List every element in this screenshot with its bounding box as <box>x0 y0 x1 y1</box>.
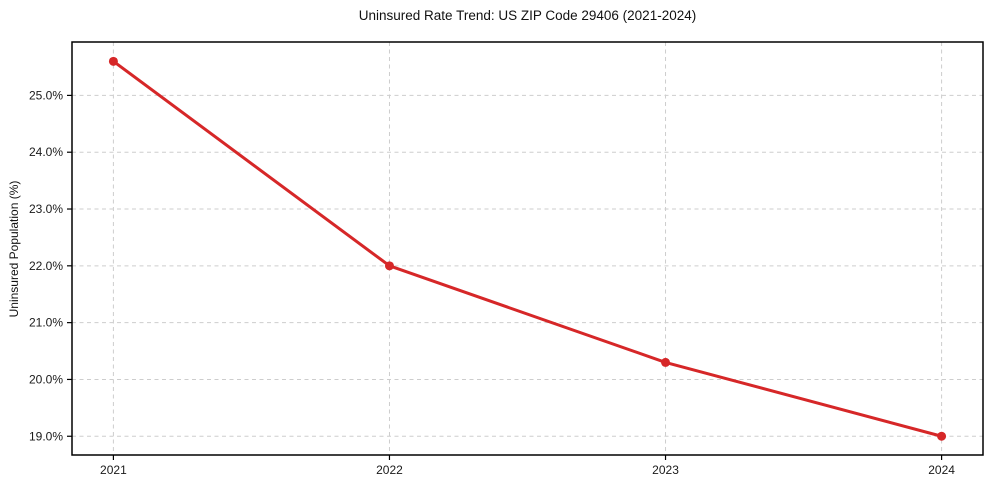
y-tick-label: 19.0% <box>29 429 63 443</box>
x-tick-label: 2021 <box>100 463 127 477</box>
y-tick-label: 22.0% <box>29 259 63 273</box>
data-point-marker <box>108 56 118 66</box>
x-tick-label: 2024 <box>928 463 955 477</box>
data-point-marker <box>661 357 671 367</box>
x-tick-label: 2022 <box>376 463 403 477</box>
y-tick-label: 25.0% <box>29 88 63 102</box>
y-tick-label: 23.0% <box>29 202 63 216</box>
y-tick-label: 20.0% <box>29 372 63 386</box>
trend-line <box>111 59 944 438</box>
chart-title: Uninsured Rate Trend: US ZIP Code 29406 … <box>358 8 697 23</box>
y-tick-label: 24.0% <box>29 145 63 159</box>
axes-frame <box>71 41 984 456</box>
y-tick-label: 21.0% <box>29 316 63 330</box>
data-point-marker <box>384 261 394 271</box>
x-tick-label: 2023 <box>652 463 679 477</box>
y-axis-label: Uninsured Population (%) <box>7 180 21 318</box>
data-point-marker <box>937 431 947 441</box>
